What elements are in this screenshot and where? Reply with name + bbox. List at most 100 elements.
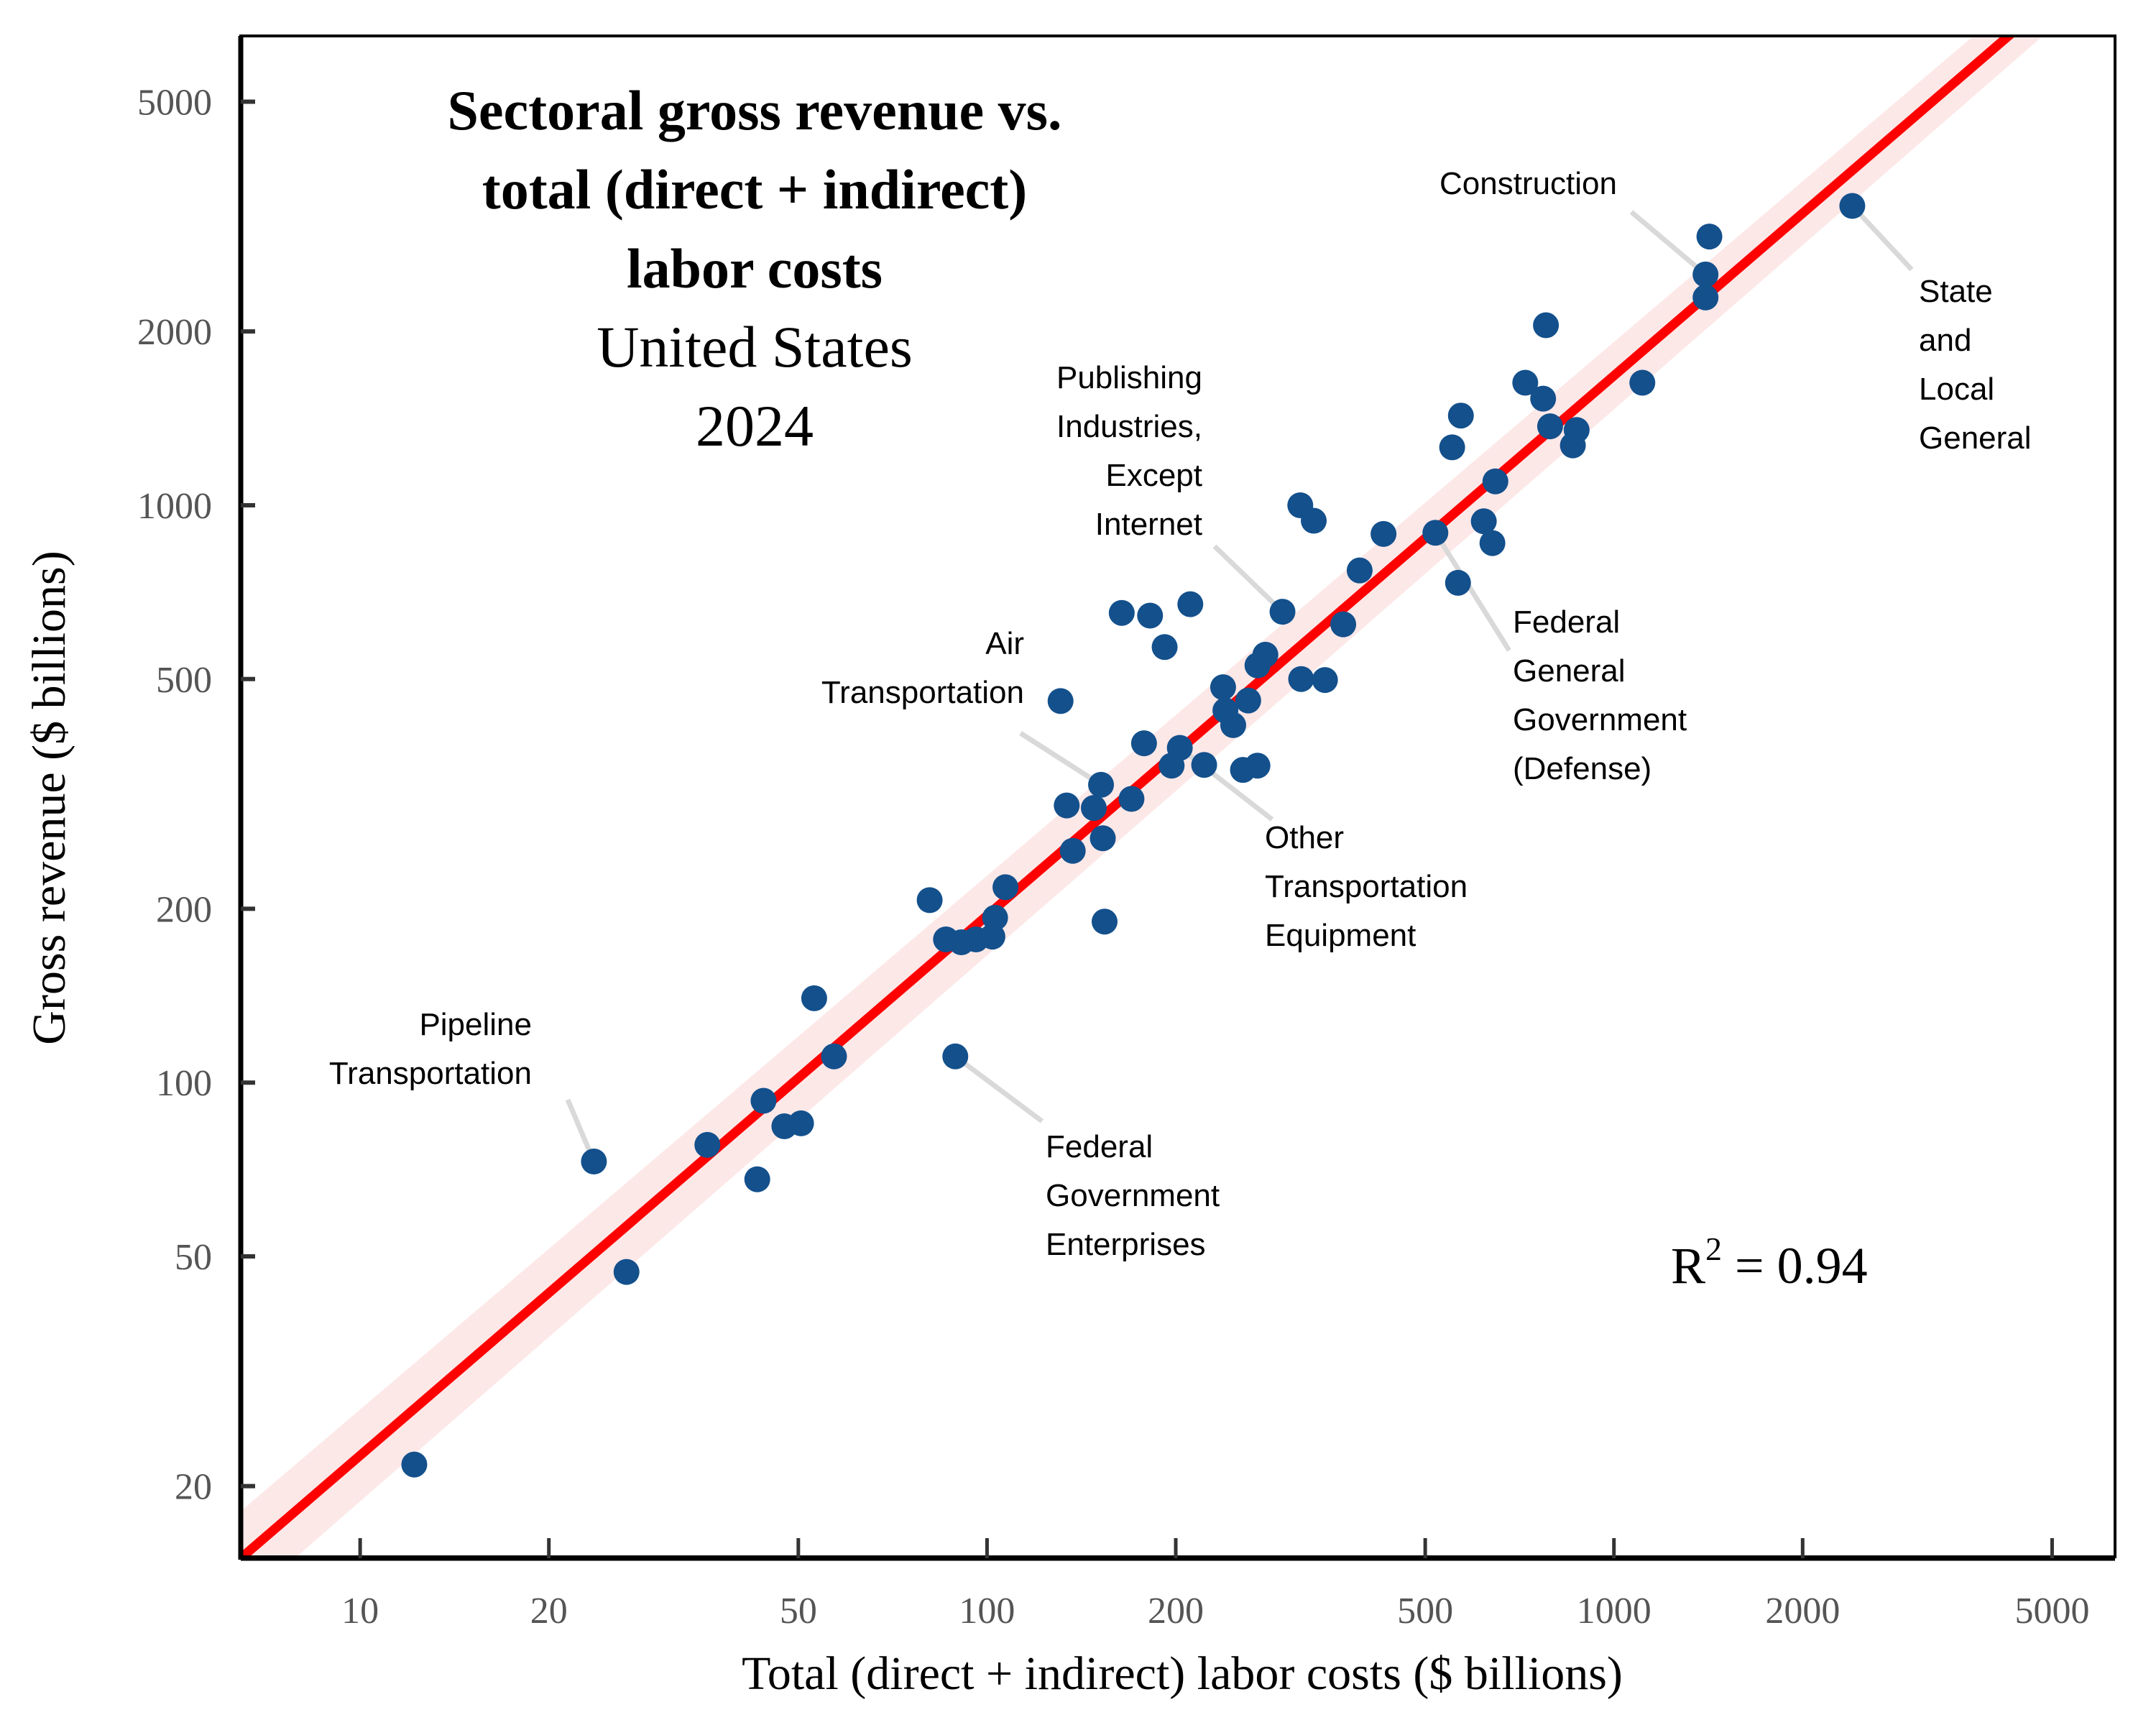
data-point-labeled — [1269, 599, 1296, 625]
point-label-fedent: Federal Government Enterprises — [1046, 1129, 1220, 1262]
data-point-labeled — [942, 1043, 969, 1070]
data-point — [1370, 520, 1397, 547]
data-point — [1288, 666, 1314, 692]
point-label-pipeline: Pipeline Transportation — [329, 1007, 532, 1091]
data-point — [744, 1166, 770, 1192]
point-label-line: Except — [1105, 458, 1202, 493]
data-point — [1047, 688, 1074, 714]
data-point — [982, 904, 1008, 931]
data-point — [1330, 611, 1357, 638]
data-point — [1118, 786, 1145, 812]
point-label-line: Publishing — [1056, 360, 1202, 395]
y-tick-label: 500 — [156, 660, 212, 701]
data-point — [1244, 753, 1271, 779]
data-point — [1470, 508, 1497, 535]
data-point — [992, 874, 1019, 901]
data-point — [1533, 312, 1560, 339]
point-label-statelocal: State and Local General — [1919, 274, 2032, 456]
y-tick-label: 200 — [156, 889, 212, 930]
x-tick-label: 5000 — [2014, 1591, 2089, 1632]
x-tick-label: 20 — [530, 1591, 568, 1632]
leader-line — [1212, 544, 1284, 614]
confidence-band-layer — [241, 36, 2043, 1558]
data-point — [1479, 530, 1506, 556]
data-point — [694, 1131, 721, 1158]
x-axis-ticks: 10 20 50 100 200 500 1000 2000 5000 — [341, 1538, 2089, 1632]
data-point — [613, 1259, 640, 1285]
data-point-labeled — [1839, 193, 1866, 219]
leader-line — [1850, 204, 1914, 272]
data-point — [1629, 369, 1656, 396]
x-axis-label: Total (direct + indirect) labor costs ($… — [742, 1647, 1623, 1700]
point-labels: Pipeline Transportation Federal Government E… — [329, 166, 2032, 1262]
x-tick-label: 500 — [1397, 1591, 1453, 1632]
data-point — [821, 1043, 847, 1070]
data-point — [1137, 602, 1164, 629]
data-point-labeled — [581, 1148, 607, 1174]
point-label-line: Government — [1513, 702, 1687, 737]
data-point — [1092, 908, 1118, 935]
point-label-line: Enterprises — [1046, 1227, 1206, 1262]
data-point — [1301, 507, 1327, 534]
data-point — [1563, 417, 1590, 443]
x-tick-label: 50 — [780, 1591, 817, 1632]
data-point — [1439, 434, 1465, 461]
leader-line — [1019, 731, 1102, 787]
leader-line — [954, 1054, 1044, 1123]
data-points — [401, 193, 1866, 1478]
point-label-line: Transportation — [821, 675, 1024, 710]
leader-lines — [565, 204, 1914, 1163]
chart-title: Sectoral gross revenue vs. total (direct… — [448, 79, 1062, 459]
data-point — [1080, 795, 1107, 822]
y-tick-label: 100 — [156, 1063, 212, 1104]
title-line-3: labor costs — [627, 237, 883, 300]
data-point — [1312, 667, 1338, 694]
y-axis-ticks: 20 50 100 200 500 1000 2000 5000 — [137, 83, 255, 1508]
data-point — [1054, 792, 1080, 819]
x-tick-label: 10 — [341, 1591, 379, 1632]
y-tick-label: 20 — [175, 1467, 212, 1508]
point-label-line: Pipeline — [419, 1007, 532, 1042]
data-point — [1191, 752, 1217, 778]
point-label-line: Transportation — [329, 1056, 532, 1091]
y-tick-label: 2000 — [137, 312, 212, 353]
point-label-air: Air Transportation — [821, 626, 1024, 710]
data-point — [1177, 591, 1204, 617]
point-label-line: Other — [1265, 820, 1344, 855]
x-tick-label: 2000 — [1765, 1591, 1840, 1632]
subtitle-line-1: United States — [596, 314, 913, 380]
y-tick-label: 1000 — [137, 486, 212, 527]
point-label-othertr: Other Transportation Equipment — [1265, 820, 1468, 953]
leader-line — [1433, 531, 1511, 652]
point-label-line: Government — [1046, 1178, 1220, 1213]
data-point — [750, 1087, 777, 1114]
point-label-line: Construction — [1439, 166, 1617, 201]
data-point — [1537, 413, 1563, 440]
point-label-line: Transportation — [1265, 869, 1468, 904]
data-point — [1252, 641, 1279, 668]
data-point — [916, 887, 943, 914]
data-point — [1130, 730, 1157, 757]
subtitle-line-2: 2024 — [696, 393, 814, 459]
y-tick-label: 5000 — [137, 83, 212, 124]
confidence-band — [241, 36, 2043, 1558]
data-point-labeled — [1166, 735, 1193, 761]
r-squared-annotation: R2 = 0.94 — [1671, 1230, 1868, 1294]
data-point — [1220, 712, 1246, 738]
data-point-labeled — [1692, 261, 1719, 288]
point-label-line: Equipment — [1265, 918, 1416, 953]
data-point — [1151, 634, 1178, 661]
data-point — [801, 985, 827, 1011]
data-point — [1210, 674, 1236, 701]
point-label-line: Internet — [1095, 507, 1202, 542]
point-label-line: (Defense) — [1513, 751, 1651, 786]
data-point — [1059, 837, 1086, 864]
point-label-line: Federal — [1513, 604, 1620, 640]
point-label-line: Industries, — [1056, 409, 1202, 444]
title-line-1: Sectoral gross revenue vs. — [448, 79, 1062, 142]
data-point — [1482, 468, 1508, 494]
data-point — [1235, 687, 1261, 714]
data-point — [1108, 599, 1135, 626]
y-tick-label: 50 — [175, 1237, 212, 1278]
